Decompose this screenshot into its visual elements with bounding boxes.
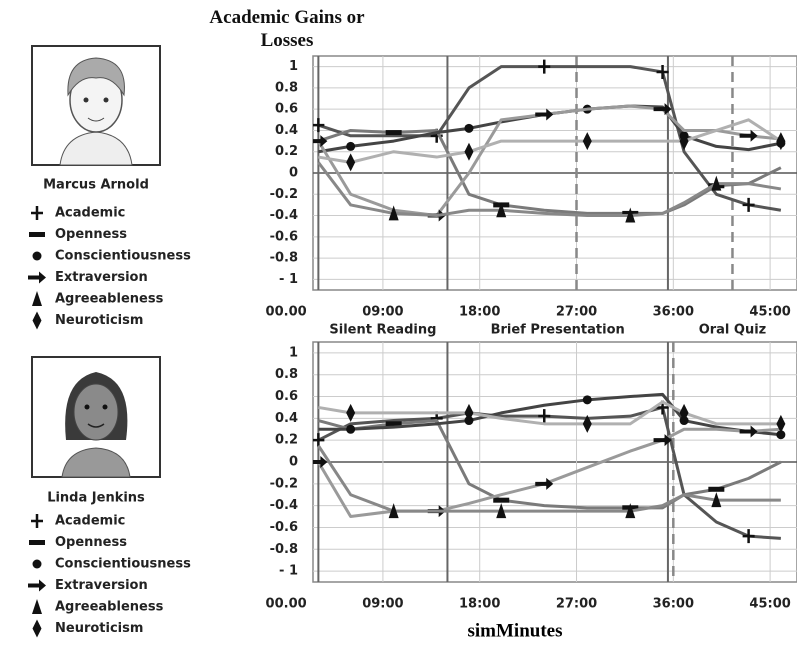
phase-label: Oral Quiz [699,323,767,338]
x-tick-label: 18:00 [459,305,500,320]
x-tick-label: 36:00 [653,597,694,612]
marker [583,395,592,404]
marker [708,487,724,492]
legend-label: Agreeableness [55,600,164,615]
person-name: Marcus Arnold [43,178,149,193]
legend-label: Neuroticism [55,621,143,636]
x-tick-label: 18:00 [459,597,500,612]
y-tick-label: -0.8 [270,251,298,266]
marker [31,206,43,220]
x-tick-label: 45:00 [749,305,790,320]
legend-label: Agreeableness [55,292,164,307]
marker [346,142,355,151]
y-tick-label: 0.2 [275,144,298,159]
y-tick-label: - 1 [279,272,298,287]
x-tick-label: 45:00 [749,597,790,612]
legend-label: Conscientiousness [55,557,191,572]
marker [28,272,46,284]
y-tick-label: -0.6 [270,229,298,244]
page: {"chart_data": [ {"type": "line", "title… [0,0,797,644]
x-tick-label: 36:00 [653,305,694,320]
y-tick-label: 1 [289,59,298,74]
y-tick-label: 0 [289,455,298,470]
legend-label: Extraversion [55,578,148,593]
y-tick-label: 0.4 [275,123,298,138]
y-tick-label: 0.6 [275,102,298,117]
legend-label: Conscientiousness [55,249,191,264]
x-tick-label: 27:00 [556,597,597,612]
y-tick-label: -0.4 [270,498,298,513]
chart: 1 0.8 0.6 0.4 0.2 0 -0.2 -0.4 -0.6 -0.8 - 1 00.00 09… [0,0,797,644]
legend-label: Extraversion [55,270,148,285]
person-name: Linda Jenkins [47,491,145,506]
y-tick-label: 0 [289,166,298,181]
legend-label: Openness [55,227,127,242]
x-tick-label: 09:00 [362,597,403,612]
y-tick-label: 0.6 [275,389,298,404]
y-tick-label: 0.2 [275,433,298,448]
marker [493,498,509,503]
chart-title: Academic Gains or Losses [207,6,367,52]
y-tick-label: 0.4 [275,411,298,426]
marker [29,540,45,545]
y-tick-label: -0.6 [270,520,298,535]
marker [31,514,43,528]
y-tick-label: 0.8 [275,80,298,95]
y-tick-label: -0.2 [270,187,298,202]
marker [33,620,42,638]
y-tick-label: -0.4 [270,208,298,223]
avatar [32,357,160,477]
x-tick-label: 00.00 [266,597,307,612]
marker [346,425,355,434]
y-tick-label: -0.2 [270,476,298,491]
legend-label: Openness [55,535,127,550]
marker [33,312,42,330]
marker [32,291,42,306]
x-tick-label: 09:00 [362,305,403,320]
legend-label: Academic [55,514,125,529]
y-tick-label: -0.8 [270,542,298,557]
y-tick-label: - 1 [279,564,298,579]
x-axis-label: simMinutes [468,620,563,641]
marker [28,580,46,592]
marker [32,599,42,614]
y-tick-label: 0.8 [275,367,298,382]
legend-label: Neuroticism [55,313,143,328]
marker [386,130,402,135]
marker [33,560,42,569]
avatar [32,46,160,165]
x-tick-label: 00.00 [266,305,307,320]
phase-label: Brief Presentation [491,323,625,338]
phase-label: Silent Reading [329,323,436,338]
y-tick-label: 1 [289,345,298,360]
x-tick-label: 27:00 [556,305,597,320]
legend-label: Academic [55,206,125,221]
marker [464,124,473,133]
marker [33,252,42,261]
marker [29,232,45,237]
